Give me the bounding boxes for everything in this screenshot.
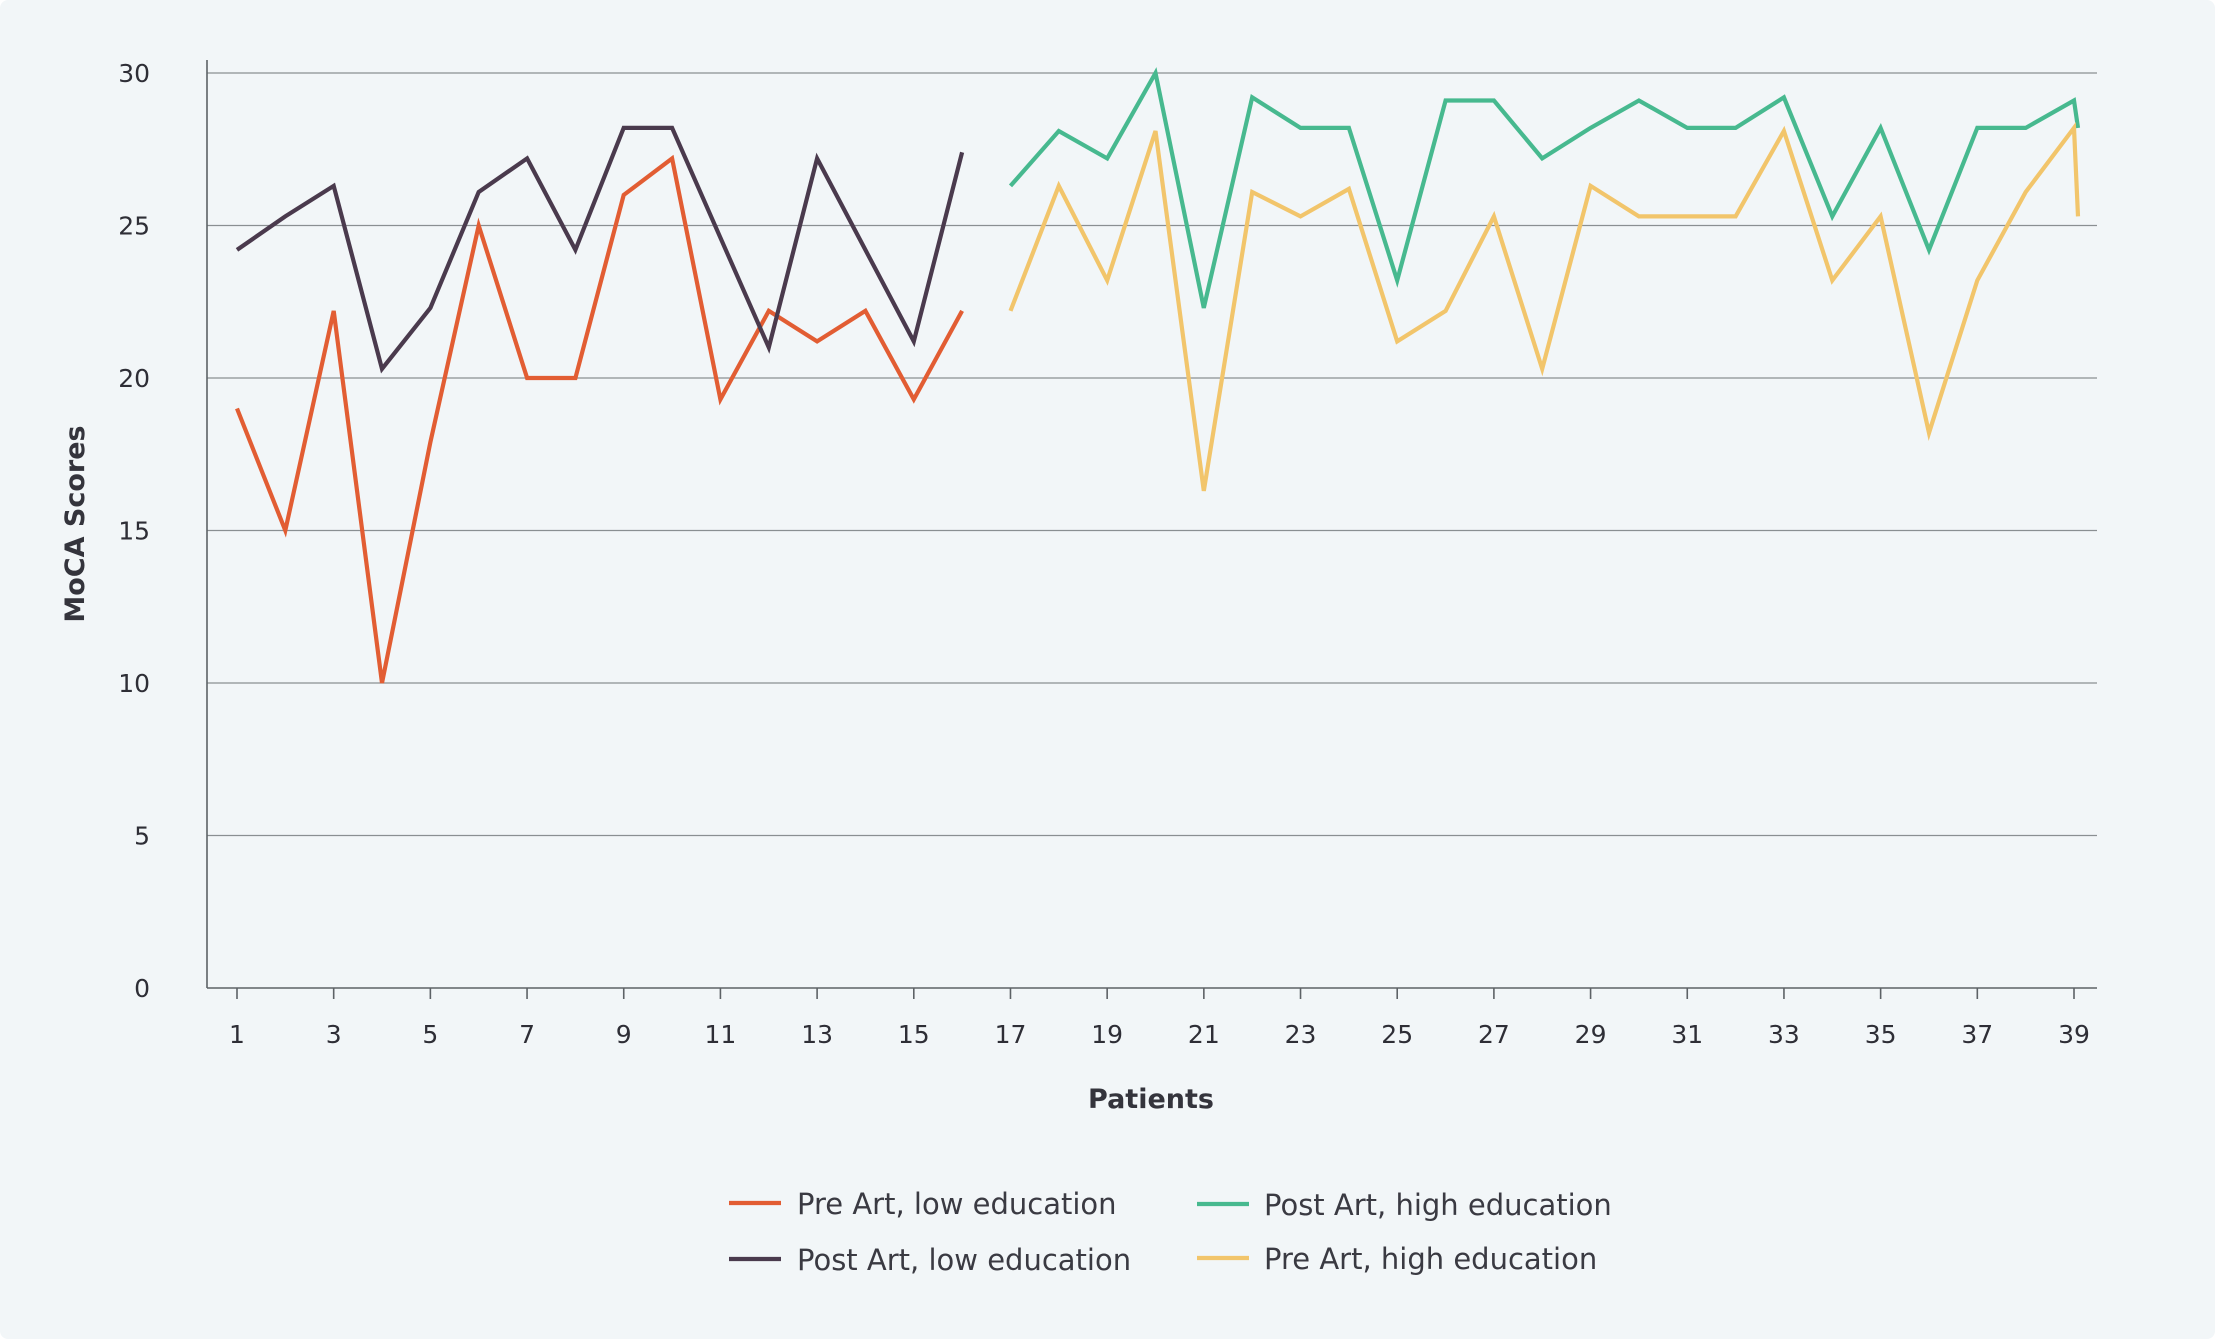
x-tick-label-9: 9: [616, 1020, 632, 1049]
series-line-1: [235, 154, 964, 684]
x-tick-label-25: 25: [1381, 1020, 1413, 1049]
x-tick-label-39: 39: [2058, 1020, 2090, 1049]
series-line-2: [235, 125, 965, 374]
x-tick-label-5: 5: [422, 1020, 438, 1049]
legend-item-post-art-low: Post Art, low education: [729, 1243, 1131, 1277]
x-tick-label-3: 3: [326, 1020, 342, 1049]
y-tick-label-25: 25: [118, 212, 150, 241]
x-tick-label-27: 27: [1478, 1020, 1510, 1049]
x-tick-label-13: 13: [801, 1020, 833, 1049]
x-tick-label-11: 11: [705, 1020, 737, 1049]
y-axis-title: MoCA Scores: [60, 425, 91, 622]
legend: Pre Art, low education Post Art, low edu…: [729, 1187, 1612, 1277]
x-tick-label-29: 29: [1575, 1020, 1607, 1049]
x-tick-label-31: 31: [1671, 1020, 1703, 1049]
x-tick-label-35: 35: [1865, 1020, 1897, 1049]
x-tick-label-7: 7: [519, 1020, 535, 1049]
x-axis-title: Patients: [1088, 1084, 1214, 1115]
x-tick-label-33: 33: [1768, 1020, 1800, 1049]
series-lines: [235, 67, 2081, 684]
y-tick-label-20: 20: [118, 364, 150, 393]
y-tick-label-30: 30: [118, 59, 150, 88]
axes: [206, 60, 2097, 999]
legend-label-pre-art-low: Pre Art, low education: [797, 1187, 1117, 1221]
y-tick-label-15: 15: [118, 517, 150, 546]
x-tick-label-1: 1: [229, 1020, 245, 1049]
legend-item-pre-art-low: Pre Art, low education: [729, 1187, 1117, 1221]
series-line-3: [1008, 67, 2081, 309]
x-tick-label-17: 17: [995, 1020, 1027, 1049]
x-tick-label-37: 37: [1961, 1020, 1993, 1049]
y-tick-label-0: 0: [134, 974, 150, 1003]
gridlines: [207, 72, 2097, 837]
legend-label-post-art-high: Post Art, high education: [1264, 1188, 1612, 1222]
legend-item-post-art-high: Post Art, high education: [1197, 1188, 1612, 1222]
legend-item-pre-art-high: Pre Art, high education: [1197, 1242, 1597, 1276]
y-tick-label-5: 5: [134, 822, 150, 851]
series-line-4: [1008, 121, 2081, 492]
y-tick-label-10: 10: [118, 669, 150, 698]
x-tick-label-23: 23: [1285, 1020, 1317, 1049]
x-tick-label-15: 15: [898, 1020, 930, 1049]
x-tick-label-21: 21: [1188, 1020, 1220, 1049]
legend-label-pre-art-high: Pre Art, high education: [1264, 1242, 1597, 1276]
legend-label-post-art-low: Post Art, low education: [797, 1243, 1131, 1277]
x-tick-label-19: 19: [1091, 1020, 1123, 1049]
